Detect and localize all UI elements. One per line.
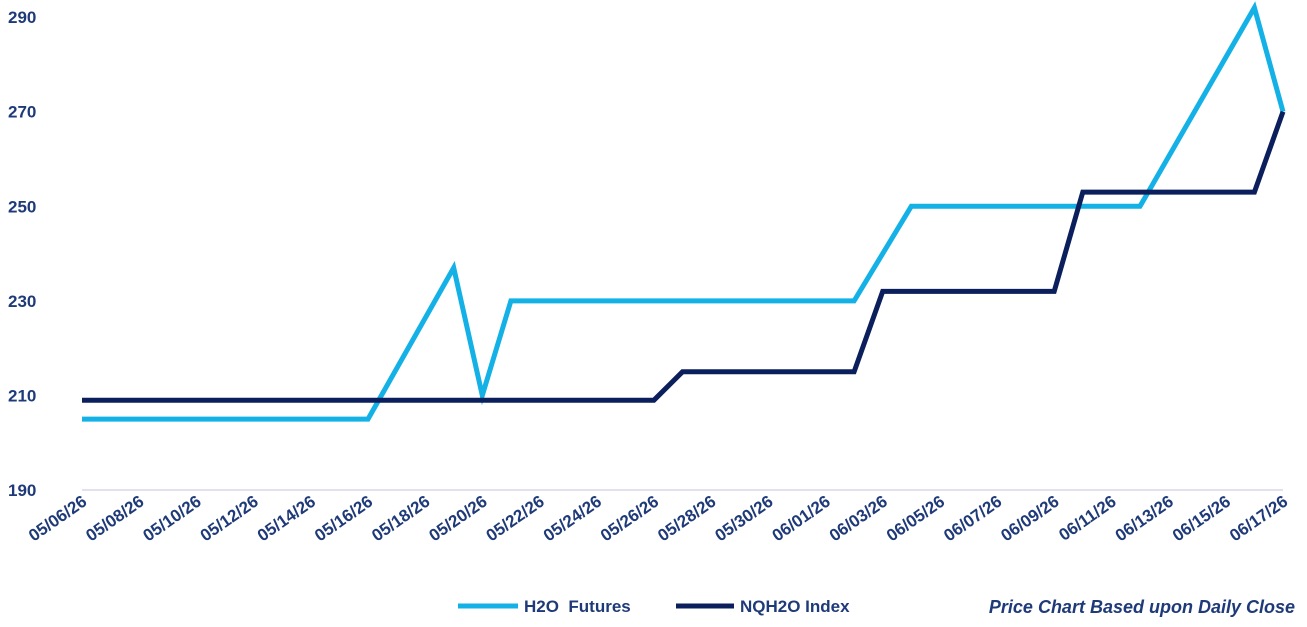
series-line-nqh2o-index: [82, 110, 1286, 403]
x-tick-label: 05/08/26: [82, 492, 147, 546]
x-tick-label: 05/20/26: [426, 492, 491, 546]
y-tick-label: 190: [8, 481, 36, 500]
x-tick-label: 06/17/26: [1226, 492, 1291, 546]
x-tick-label: 06/07/26: [940, 492, 1005, 546]
legend-label: H2O Futures: [524, 597, 631, 616]
chart-annotation: Price Chart Based upon Daily Close: [988, 597, 1295, 617]
x-tick-label: 05/12/26: [197, 492, 262, 546]
x-tick-label: 06/15/26: [1169, 492, 1234, 546]
x-tick-label: 06/11/26: [1055, 492, 1119, 545]
y-tick-label: 270: [8, 103, 36, 122]
series-lines: [82, 1, 1286, 422]
x-tick-label: 05/18/26: [368, 492, 433, 546]
x-tick-label: 05/16/26: [311, 492, 376, 546]
x-tick-label: 05/24/26: [540, 492, 605, 546]
x-tick-label: 05/28/26: [654, 492, 719, 546]
x-tick-label: 05/10/26: [140, 492, 205, 546]
series-line-h2o-futures: [82, 1, 1286, 422]
x-tick-label: 06/13/26: [1112, 492, 1177, 546]
legend: H2O Futures NQH2O Index: [458, 597, 850, 616]
x-tick-label: 06/03/26: [826, 492, 891, 546]
y-axis: 190 210 230 250 270 290: [8, 8, 36, 500]
x-axis: 05/06/2605/08/2605/10/2605/12/2605/14/26…: [25, 492, 1291, 546]
y-tick-label: 210: [8, 386, 36, 405]
x-tick-label: 05/14/26: [254, 492, 319, 546]
y-tick-label: 250: [8, 197, 36, 216]
x-tick-label: 06/09/26: [997, 492, 1062, 546]
x-tick-label: 05/22/26: [483, 492, 548, 546]
y-tick-label: 230: [8, 292, 36, 311]
x-tick-label: 06/05/26: [883, 492, 948, 546]
legend-label: NQH2O Index: [740, 597, 850, 616]
y-tick-label: 290: [8, 8, 36, 27]
x-tick-label: 05/26/26: [597, 492, 662, 546]
x-tick-label: 06/01/26: [769, 492, 834, 546]
x-tick-label: 05/30/26: [711, 492, 776, 546]
